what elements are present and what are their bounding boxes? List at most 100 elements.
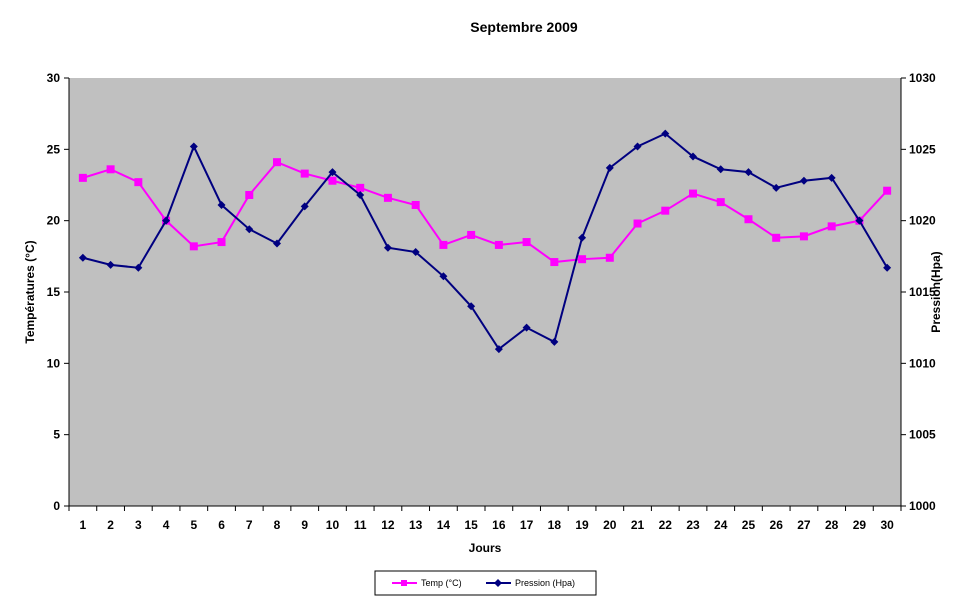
data-point [716,198,725,207]
series-line [82,160,888,264]
data-point [522,323,531,332]
x-tick-label: 14 [437,518,451,532]
data-point [328,176,337,185]
right-tick-label: 1010 [909,356,936,370]
data-point [605,253,614,262]
x-tick-label: 29 [853,518,867,532]
data-point [217,238,226,247]
x-tick-label: 1 [80,518,87,532]
data-point [217,200,226,209]
data-point [605,163,614,172]
data-point [855,216,864,225]
data-point [689,152,697,161]
data-point [162,216,171,225]
right-tick-label: 1025 [909,142,936,156]
x-tick-label: 3 [135,518,142,532]
x-tick-label: 22 [659,518,673,532]
data-point [799,232,808,241]
data-point [78,253,87,262]
legend-temp-label: Temp (°C) [421,578,462,588]
data-point [522,238,531,247]
x-tick-label: 6 [218,518,225,532]
left-tick-label: 30 [47,71,61,85]
data-point [106,165,115,174]
x-tick-label: 18 [548,518,562,532]
x-axis-label: Jours [469,541,502,555]
data-point [439,272,448,281]
x-tick-label: 9 [301,518,308,532]
data-point [633,142,642,151]
x-tick-label: 30 [880,518,894,532]
x-tick-label: 27 [797,518,811,532]
legend-temp-marker [401,580,407,586]
right-tick-label: 1030 [909,71,936,85]
series-layer [78,129,892,354]
x-tick-label: 5 [190,518,197,532]
data-point [716,165,725,174]
x-tick-label: 15 [464,518,478,532]
data-point [578,233,587,242]
right-y-axis: 1000 1005 1010 1015 1020 1025 1030 [900,71,936,513]
x-tick-label: 2 [107,518,114,532]
x-tick-label: 26 [770,518,784,532]
data-point [356,190,365,199]
x-tick-label: 7 [246,518,253,532]
data-point [799,176,808,185]
data-point [383,193,392,202]
data-point [300,202,309,211]
data-point [467,230,476,239]
left-tick-label: 25 [47,142,61,156]
left-tick-label: 0 [53,499,60,513]
data-point [78,173,87,182]
data-point [273,239,281,248]
data-point [245,190,254,199]
data-point [661,129,670,138]
data-point [827,173,836,182]
data-point [883,186,892,195]
data-point [328,168,337,177]
data-point [661,206,670,215]
data-point [467,302,476,311]
series-line [82,132,888,351]
data-point [300,169,309,178]
data-point [134,178,143,187]
data-point [494,345,503,354]
data-point [439,240,448,249]
x-tick-label: 21 [631,518,645,532]
chart-title: Septembre 2009 [470,19,578,35]
series-1 [78,129,892,354]
right-tick-label: 1000 [909,499,936,513]
data-point [356,183,365,192]
left-tick-label: 20 [47,214,61,228]
x-tick-label: 25 [742,518,756,532]
data-point [744,168,753,177]
left-tick-label: 10 [47,356,61,370]
data-point [689,189,697,198]
x-tick-label: 28 [825,518,839,532]
x-tick-label: 11 [354,518,367,532]
data-point [106,260,115,269]
data-point [189,242,198,251]
data-point [550,337,559,346]
data-point [383,243,392,252]
left-tick-label: 15 [47,285,61,299]
left-tick-label: 5 [53,428,60,442]
x-tick-label: 19 [575,518,589,532]
data-point [411,248,420,257]
x-tick-label: 10 [326,518,340,532]
data-point [134,263,143,272]
data-point [772,183,781,192]
plot-area [69,78,901,506]
x-tick-label: 4 [163,518,170,532]
x-axis: 1 2 3 4 5 6 7 8 9 10 11 12 13 14 15 16 17 18 19 20 21 22 23 24 2… [68,505,902,532]
data-point [883,263,892,272]
data-point [189,142,198,151]
data-point [633,219,642,228]
x-tick-label: 8 [274,518,281,532]
legend: Temp (°C) Pression (Hpa) [374,570,597,596]
data-point [550,258,559,267]
data-point [772,233,781,242]
legend-pressure-marker [494,579,502,587]
right-tick-label: 1020 [909,214,936,228]
